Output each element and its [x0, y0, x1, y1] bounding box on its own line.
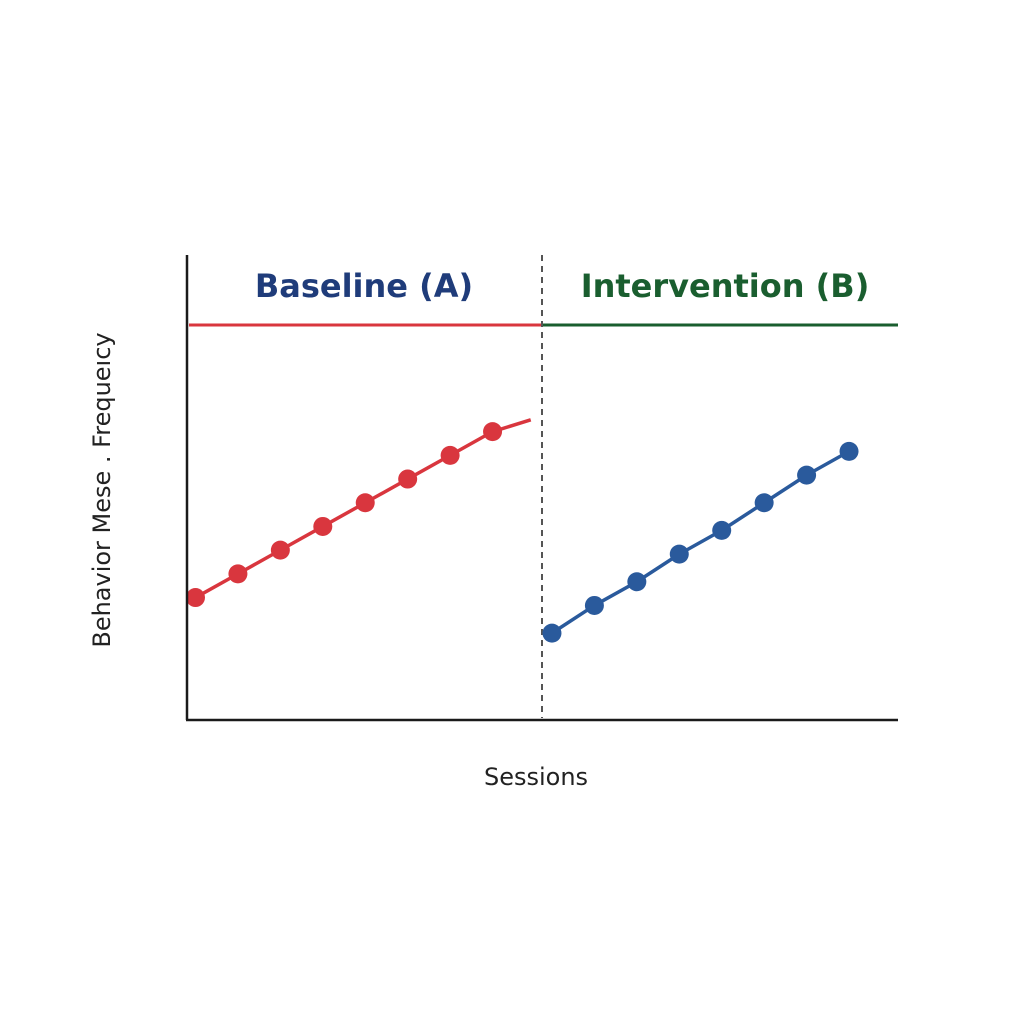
data-point-s1-3: [270, 540, 290, 560]
data-point-s2-7: [797, 465, 817, 485]
y-axis-label: Behavior Mese . Frequeıcy: [88, 332, 116, 647]
data-point-s1-4: [313, 516, 333, 536]
data-point-s2-4: [669, 544, 689, 564]
data-point-s1-6: [398, 469, 418, 489]
data-point-s1-1: [185, 588, 205, 608]
phase-title-baseline: Baseline (A): [255, 267, 473, 305]
data-point-s2-1: [542, 623, 562, 643]
data-point-s2-8: [839, 441, 859, 461]
data-point-s1-2: [228, 564, 248, 584]
series-layer: [185, 418, 859, 643]
x-axis-label: Sessions: [484, 763, 588, 791]
data-point-s1-7: [440, 445, 460, 465]
data-point-s1-5: [355, 493, 375, 513]
data-point-s2-6: [754, 493, 774, 513]
data-point-s2-3: [627, 572, 647, 592]
phase-title-intervention: Intervention (B): [581, 267, 870, 305]
data-point-s2-5: [712, 520, 732, 540]
data-point-s1-8: [483, 422, 503, 442]
data-point-s2-2: [584, 595, 604, 615]
